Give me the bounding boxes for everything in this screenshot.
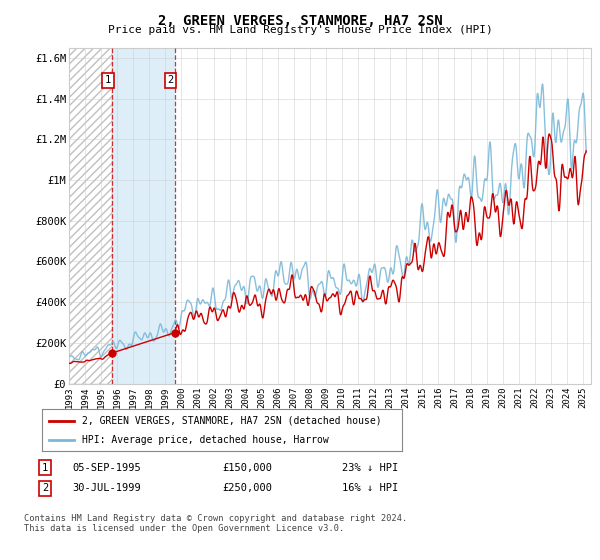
Text: £150,000: £150,000 bbox=[222, 463, 272, 473]
Text: 2: 2 bbox=[167, 75, 174, 85]
Text: 16% ↓ HPI: 16% ↓ HPI bbox=[342, 483, 398, 493]
Text: 1: 1 bbox=[42, 463, 48, 473]
Text: 1: 1 bbox=[105, 75, 111, 85]
Bar bbox=[69, 48, 112, 384]
Text: Price paid vs. HM Land Registry's House Price Index (HPI): Price paid vs. HM Land Registry's House … bbox=[107, 25, 493, 35]
Text: Contains HM Land Registry data © Crown copyright and database right 2024.
This d: Contains HM Land Registry data © Crown c… bbox=[24, 514, 407, 534]
Text: 05-SEP-1995: 05-SEP-1995 bbox=[72, 463, 141, 473]
Bar bbox=[112, 48, 175, 384]
Text: 2, GREEN VERGES, STANMORE, HA7 2SN: 2, GREEN VERGES, STANMORE, HA7 2SN bbox=[158, 14, 442, 28]
Text: HPI: Average price, detached house, Harrow: HPI: Average price, detached house, Harr… bbox=[82, 435, 328, 445]
Text: 23% ↓ HPI: 23% ↓ HPI bbox=[342, 463, 398, 473]
Bar bbox=[69, 48, 112, 384]
Text: £250,000: £250,000 bbox=[222, 483, 272, 493]
Text: 2: 2 bbox=[42, 483, 48, 493]
Text: 2, GREEN VERGES, STANMORE, HA7 2SN (detached house): 2, GREEN VERGES, STANMORE, HA7 2SN (deta… bbox=[82, 416, 381, 426]
Text: 30-JUL-1999: 30-JUL-1999 bbox=[72, 483, 141, 493]
